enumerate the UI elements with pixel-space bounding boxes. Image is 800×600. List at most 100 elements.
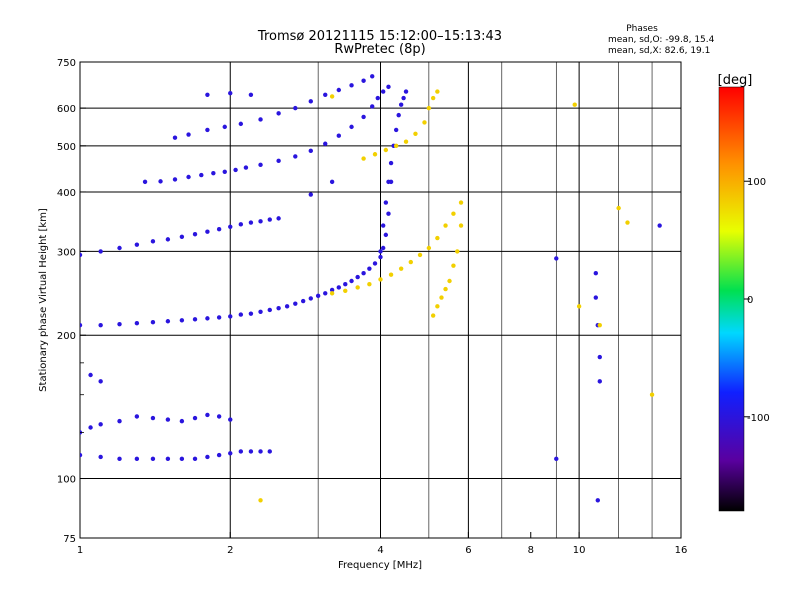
x-tick-label: 6 (465, 545, 471, 556)
y-tick-label: 75 (63, 534, 76, 545)
data-point (205, 454, 210, 460)
data-point (165, 319, 171, 324)
x-tick-label: 8 (528, 545, 534, 556)
data-point (383, 232, 389, 238)
data-point (370, 74, 375, 79)
grid-lines (79, 62, 681, 538)
data-point (205, 127, 210, 133)
data-point (205, 316, 210, 321)
data-point (228, 224, 233, 229)
data-point (228, 417, 233, 422)
data-point (380, 245, 386, 251)
data-point (398, 266, 404, 271)
data-point (98, 454, 103, 460)
data-point (205, 92, 210, 97)
data-point (248, 311, 254, 316)
x-axis-label: Frequency [MHz] (338, 560, 422, 571)
y-tick-label: 100 (57, 475, 76, 486)
data-point (593, 295, 599, 300)
y-axis-label: Stationary phase Virtual Height [km] (38, 208, 49, 392)
data-point (308, 148, 313, 154)
data-point (134, 242, 140, 247)
data-point (393, 127, 399, 133)
data-point (403, 139, 409, 144)
data-point (413, 131, 418, 136)
data-point (597, 379, 602, 384)
data-point (554, 256, 559, 261)
data-point (233, 167, 238, 173)
data-point (117, 456, 122, 462)
data-point (134, 320, 140, 326)
data-point (372, 152, 378, 157)
data-point (308, 192, 313, 197)
data-point (383, 147, 389, 153)
data-point (88, 372, 93, 378)
data-point (597, 354, 602, 360)
data-point (228, 314, 233, 319)
data-point (284, 304, 290, 309)
data-point (336, 133, 342, 138)
data-point (276, 305, 281, 311)
data-point (228, 90, 233, 96)
data-point (98, 379, 103, 384)
data-point (248, 92, 254, 97)
data-point (117, 418, 122, 424)
data-point (417, 252, 423, 258)
data-point (308, 296, 313, 301)
data-point (258, 449, 263, 454)
x-tick-label: 2 (227, 545, 233, 556)
data-point (293, 154, 298, 159)
data-point (98, 322, 103, 328)
data-point (323, 92, 328, 97)
data-point (426, 105, 432, 111)
x-tick-label: 10 (573, 545, 586, 556)
data-point (258, 309, 263, 315)
data-point (386, 179, 391, 185)
data-point (211, 170, 216, 176)
data-point (625, 220, 630, 225)
data-point (243, 165, 249, 170)
data-point (238, 312, 244, 317)
data-point (142, 179, 148, 185)
data-point (276, 158, 281, 164)
data-point (375, 95, 380, 101)
data-point (361, 156, 366, 161)
data-point (165, 237, 171, 242)
data-point (396, 112, 401, 118)
y-tick-label: 400 (57, 188, 76, 199)
data-point (150, 415, 156, 421)
data-point (88, 425, 93, 430)
data-point (165, 417, 171, 422)
data-point (380, 223, 386, 228)
y-tick-label: 500 (57, 142, 76, 153)
data-point (267, 307, 272, 313)
data-point (222, 169, 227, 174)
data-point (443, 223, 448, 228)
data-point (430, 313, 436, 318)
data-point (150, 320, 156, 325)
data-point (216, 227, 222, 232)
data-point (443, 286, 448, 292)
data-point (205, 412, 210, 418)
y-tick-label: 300 (57, 247, 76, 258)
data-point (439, 295, 444, 300)
data-point (401, 95, 406, 101)
data-point (80, 322, 83, 328)
data-point (172, 177, 178, 182)
data-point (597, 322, 602, 328)
data-point (398, 102, 404, 107)
data-point (258, 219, 263, 224)
data-point (216, 315, 222, 320)
data-point (308, 99, 313, 104)
colorbar-gradient (718, 86, 745, 512)
data-point (258, 117, 263, 122)
data-point (383, 200, 389, 205)
data-point (179, 456, 185, 462)
x-tick-label: 16 (675, 545, 688, 556)
data-point (98, 249, 103, 254)
data-point (361, 271, 366, 276)
colorbar: [deg] 100 0 -100 (718, 73, 770, 512)
data-point (276, 216, 281, 221)
data-point (435, 235, 440, 241)
